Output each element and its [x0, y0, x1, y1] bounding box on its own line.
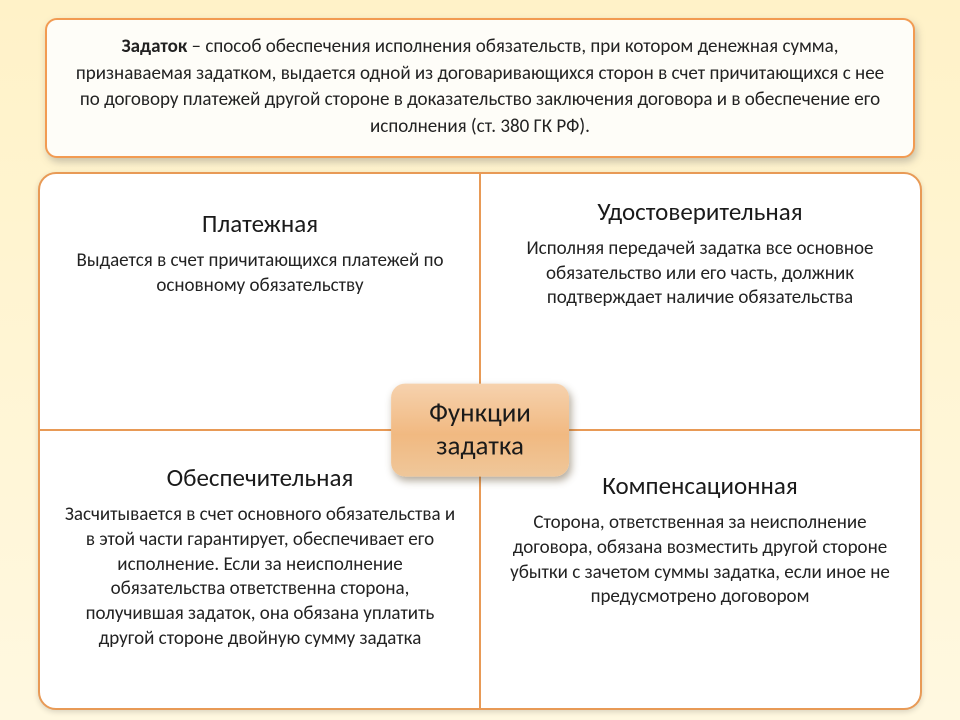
center-line2: задатка — [436, 429, 524, 462]
cell-desc: Выдается в счет причитающихся платежей п… — [64, 249, 456, 298]
cell-title: Удостоверительная — [504, 196, 896, 227]
definition-text: – способ обеспечения исполнения обязател… — [76, 35, 884, 138]
functions-grid: Платежная Выдается в счет причитающихся … — [38, 172, 922, 710]
cell-desc: Сторона, ответственная за неисполнение д… — [504, 511, 896, 610]
definition-term: Задаток — [121, 35, 187, 58]
cell-desc: Засчитывается в счет основного обязатель… — [64, 503, 456, 651]
cell-title: Платежная — [64, 208, 456, 239]
cell-title: Компенсационная — [504, 470, 896, 501]
center-badge: Функции задатка — [391, 384, 569, 477]
definition-box: Задаток – способ обеспечения исполнения … — [45, 18, 915, 158]
cell-desc: Исполняя передачей задатка все основное … — [504, 237, 896, 311]
center-line1: Функции — [429, 397, 531, 430]
